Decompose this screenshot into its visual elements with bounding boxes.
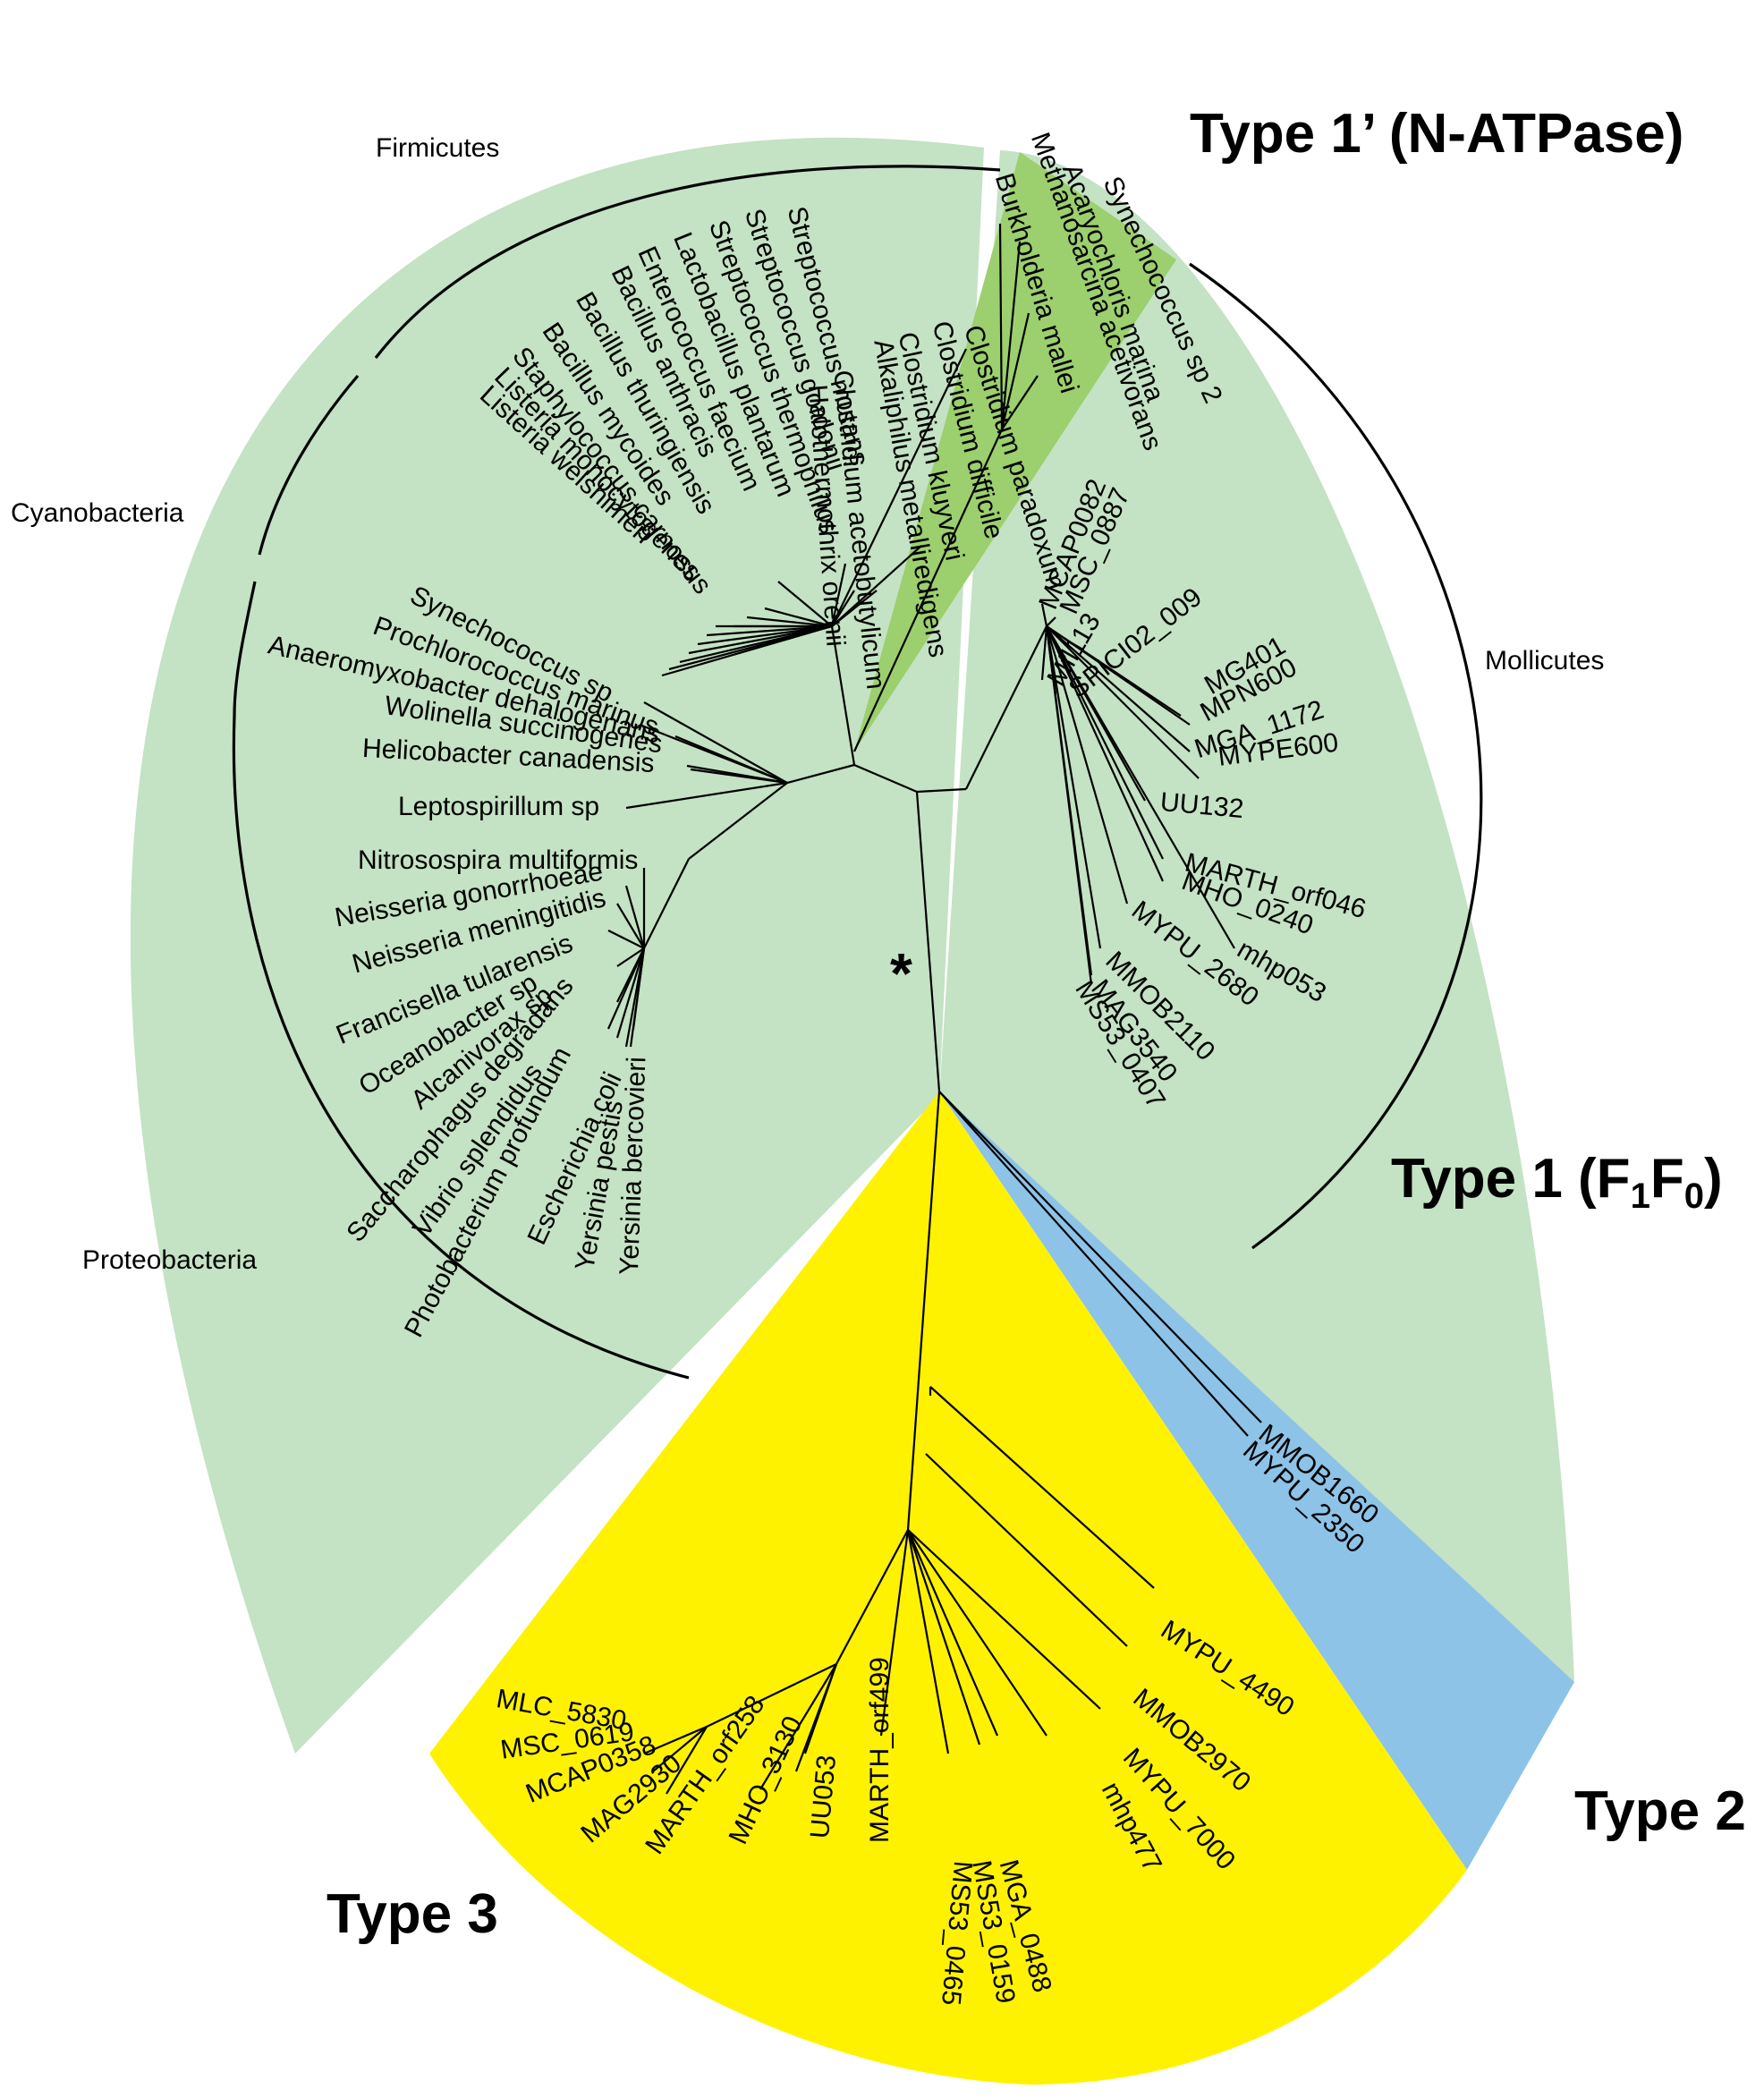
n-atpase-stem (853, 429, 1003, 752)
leaf-branch (1001, 375, 1039, 430)
group-label-cyanobacteria: Cyanobacteria (11, 498, 184, 528)
title-type1: Type 1 (F1F0) (1391, 1148, 1723, 1216)
leaf-branch (1045, 625, 1129, 905)
leaf-branch (1040, 625, 1048, 681)
bracket-proteobacteria (232, 715, 690, 1380)
bracket-mollicutes (1189, 262, 1483, 1250)
node-connector (916, 787, 967, 794)
leaf-branch (1046, 625, 1235, 949)
leaf-branch (1046, 625, 1191, 752)
group-label-firmicutes: Firmicutes (376, 133, 499, 163)
leaf-branch (831, 590, 855, 627)
type1-sector (130, 137, 1575, 1754)
leaf-label: UU132 (1159, 787, 1245, 824)
leaf-branch (652, 1726, 708, 1772)
leaf-branch (1045, 625, 1165, 882)
group-label-mollicutes: Mollicutes (1485, 646, 1604, 675)
leaf-branch (831, 348, 967, 627)
leaf-branch (697, 624, 833, 646)
leaf-branch (606, 947, 646, 1030)
root-marker: * (890, 941, 912, 1006)
leaf-branch (616, 947, 645, 967)
type2-sector (939, 1091, 1574, 1870)
leaf-branch (674, 735, 788, 785)
leaf-branch (764, 607, 833, 628)
leaf-branch (1046, 625, 1164, 860)
leaf-branch (1045, 625, 1102, 949)
leaf-branch (906, 1529, 999, 1737)
mollicutes-stem (965, 625, 1047, 790)
sector-backgrounds (130, 137, 1575, 2085)
bracket-cyanobacteria-a (258, 374, 360, 556)
leaf-branch (1000, 312, 1030, 430)
type1prime-sector (854, 152, 1176, 752)
group-brackets (232, 165, 1483, 1380)
leaf-branch (690, 768, 788, 785)
leaf-branch (759, 1663, 837, 1790)
title-type2: Type 2 (1574, 1780, 1746, 1842)
firmicutes-stem (830, 625, 856, 766)
leaf-branch (998, 223, 1004, 430)
leaf-branch (830, 563, 847, 627)
backbone-lower (906, 1091, 941, 1531)
leaf-branch (624, 885, 646, 949)
node (706, 1663, 837, 1728)
proteo-stem (688, 782, 788, 860)
leaf-label: Leptospirillum sp (398, 792, 599, 821)
leaf-branch (625, 781, 788, 810)
leaf-branch (906, 1529, 981, 1746)
cyan-node (786, 763, 855, 785)
leaf-label: MARTH_orf499 (865, 1657, 895, 1843)
leaf-branch (706, 624, 833, 637)
leaf-branch (938, 1091, 1249, 1437)
bracket-cyanobacteria-b (233, 581, 257, 717)
leaf-label: UU053 (805, 1754, 842, 1839)
leaf-branch (1040, 603, 1048, 627)
leaf-branch (906, 1529, 950, 1754)
leaf-branch (777, 581, 833, 627)
leaf-branch (746, 616, 833, 628)
leaf-branch (1046, 616, 1056, 627)
leaf-branch (879, 1529, 910, 1737)
leaf-branch (831, 545, 922, 627)
leaf-branch (907, 1529, 1101, 1710)
leaf-branch (1046, 625, 1191, 726)
leaf-branch (688, 624, 833, 655)
tree-branches (606, 223, 1262, 1795)
backbone-upper (915, 791, 941, 1092)
leaf-branch (666, 1726, 708, 1795)
leaf-branch (907, 1529, 1047, 1737)
leaf-branch (938, 1091, 1262, 1423)
node-connector (853, 763, 918, 794)
leaf-branch (929, 1386, 1155, 1589)
leaf-branch (925, 1453, 1128, 1647)
title-type1prime: Type 1’ (N-ATPase) (1190, 103, 1683, 165)
bracket-firmicutes (374, 165, 1001, 359)
leaf-branch (643, 701, 788, 784)
leaf-branch (794, 1663, 838, 1772)
leaf-label: Nitrosospira multiformis (358, 845, 638, 875)
title-type3: Type 3 (327, 1883, 498, 1945)
leaf-branch (1045, 625, 1093, 985)
node (835, 1529, 909, 1665)
leaf-branch (831, 590, 878, 627)
leaf-branch (616, 903, 645, 949)
leaf-branch (643, 1725, 708, 1755)
leaf-branch (629, 947, 646, 1048)
proteo-node (643, 858, 690, 949)
leaf-branch (1046, 625, 1200, 779)
leaf-branch (661, 624, 833, 677)
leaf-branch (1000, 241, 1022, 430)
leaf-branch (607, 930, 645, 949)
group-label-proteobacteria: Proteobacteria (82, 1245, 257, 1275)
title-type1-main: Type 1 (F1F0) (1391, 1148, 1723, 1216)
leaf-branch (615, 947, 646, 1039)
